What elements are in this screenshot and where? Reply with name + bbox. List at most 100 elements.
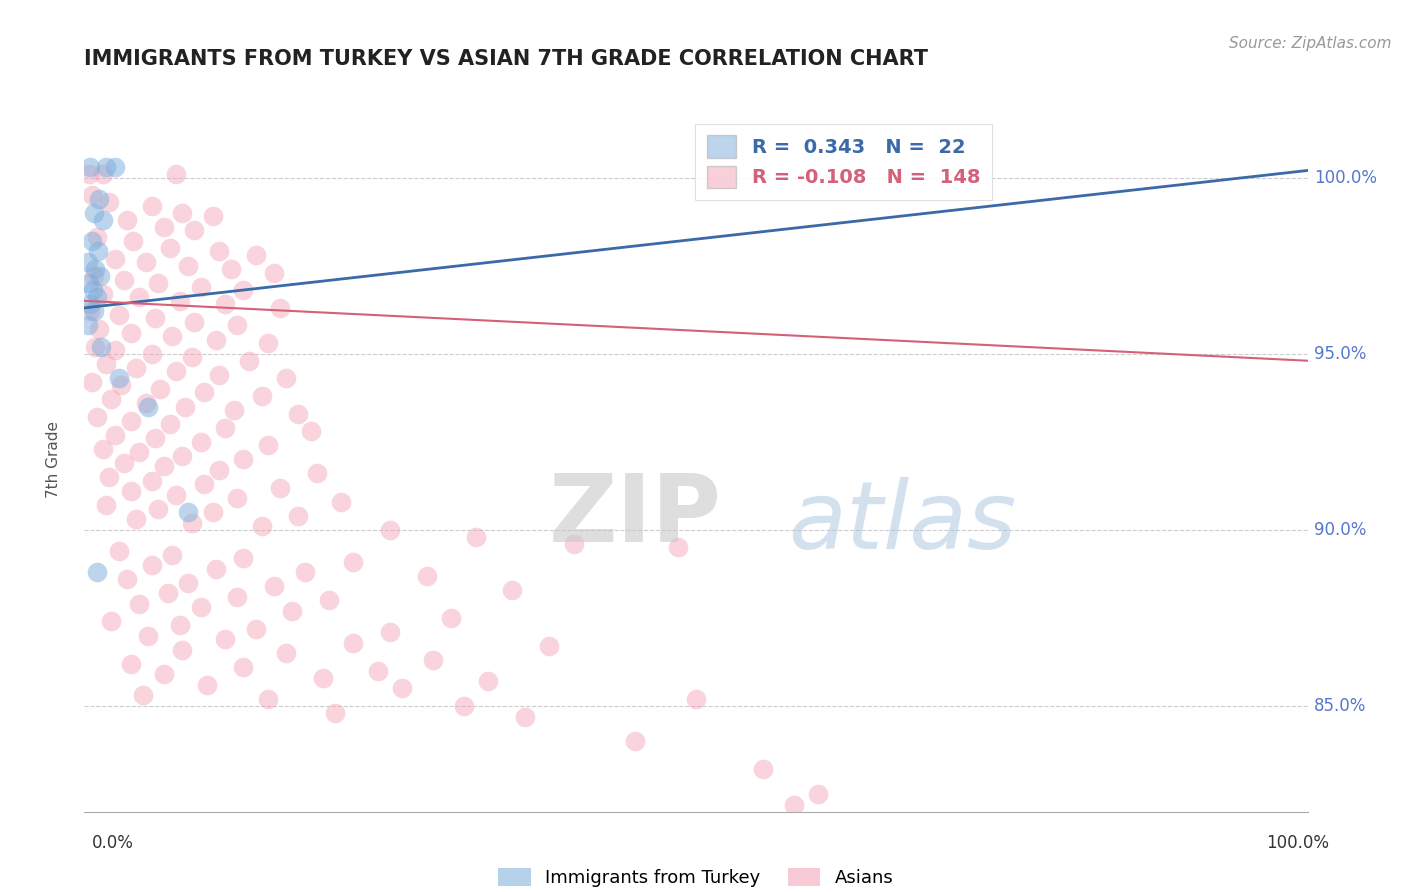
- Point: [538, 639, 561, 653]
- Point: [135, 396, 157, 410]
- Point: [193, 477, 215, 491]
- Point: [80, 188, 103, 202]
- Point: [666, 541, 689, 555]
- Point: [165, 364, 187, 378]
- Point: [294, 565, 316, 579]
- Point: [318, 593, 340, 607]
- Point: [238, 353, 260, 368]
- Text: 0.0%: 0.0%: [91, 834, 134, 852]
- Point: [104, 427, 127, 442]
- Point: [226, 491, 249, 505]
- Point: [87, 322, 110, 336]
- Point: [136, 629, 159, 643]
- Point: [464, 530, 486, 544]
- Point: [201, 505, 224, 519]
- Point: [232, 660, 254, 674]
- Point: [79, 160, 101, 174]
- Point: [269, 481, 291, 495]
- Point: [141, 347, 163, 361]
- Point: [89, 269, 111, 284]
- Point: [232, 452, 254, 467]
- Point: [82, 283, 104, 297]
- Point: [156, 586, 179, 600]
- Point: [83, 206, 105, 220]
- Point: [125, 512, 148, 526]
- Point: [276, 646, 298, 660]
- Point: [250, 519, 273, 533]
- Point: [205, 333, 228, 347]
- Point: [783, 797, 806, 812]
- Point: [120, 657, 142, 671]
- Point: [162, 329, 184, 343]
- Point: [107, 544, 129, 558]
- Point: [149, 382, 172, 396]
- Text: Source: ZipAtlas.com: Source: ZipAtlas.com: [1229, 36, 1392, 51]
- Point: [115, 212, 138, 227]
- Point: [79, 297, 101, 311]
- Point: [305, 467, 328, 481]
- Point: [86, 230, 108, 244]
- Point: [112, 273, 135, 287]
- Point: [120, 326, 142, 340]
- Point: [453, 699, 475, 714]
- Point: [141, 199, 163, 213]
- Point: [276, 371, 298, 385]
- Point: [91, 212, 114, 227]
- Point: [84, 340, 107, 354]
- Point: [83, 304, 105, 318]
- Point: [624, 734, 647, 748]
- Point: [107, 371, 129, 385]
- Point: [177, 259, 200, 273]
- Point: [193, 385, 215, 400]
- Point: [257, 692, 280, 706]
- Point: [104, 252, 127, 266]
- Point: [208, 244, 231, 259]
- Point: [143, 431, 166, 445]
- Point: [562, 537, 585, 551]
- Point: [115, 572, 138, 586]
- Point: [112, 456, 135, 470]
- Point: [440, 611, 463, 625]
- Point: [80, 375, 103, 389]
- Point: [214, 420, 236, 434]
- Point: [232, 551, 254, 566]
- Point: [380, 625, 402, 640]
- Point: [77, 167, 100, 181]
- Point: [342, 635, 364, 649]
- Text: 7th Grade: 7th Grade: [46, 421, 62, 498]
- Point: [201, 209, 224, 223]
- Point: [330, 494, 353, 508]
- Point: [177, 505, 200, 519]
- Point: [226, 590, 249, 604]
- Point: [77, 318, 100, 333]
- Point: [342, 555, 364, 569]
- Point: [222, 403, 245, 417]
- Point: [323, 706, 346, 720]
- Point: [83, 269, 105, 284]
- Point: [208, 368, 231, 382]
- Point: [312, 671, 335, 685]
- Point: [169, 618, 191, 632]
- Point: [807, 787, 830, 801]
- Point: [183, 223, 205, 237]
- Point: [367, 664, 389, 678]
- Point: [169, 293, 191, 308]
- Point: [136, 400, 159, 414]
- Text: 100.0%: 100.0%: [1265, 834, 1329, 852]
- Point: [110, 378, 132, 392]
- Point: [263, 266, 285, 280]
- Text: ZIP: ZIP: [550, 470, 723, 562]
- Point: [232, 283, 254, 297]
- Point: [172, 642, 194, 657]
- Point: [146, 501, 169, 516]
- Point: [190, 600, 212, 615]
- Point: [299, 424, 322, 438]
- Point: [90, 340, 112, 354]
- Point: [122, 234, 145, 248]
- Point: [245, 248, 267, 262]
- Point: [172, 449, 194, 463]
- Point: [128, 290, 150, 304]
- Point: [183, 315, 205, 329]
- Point: [250, 389, 273, 403]
- Point: [91, 442, 114, 456]
